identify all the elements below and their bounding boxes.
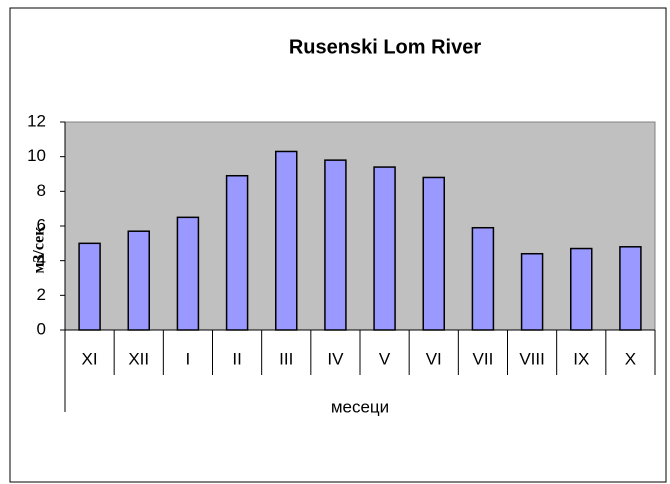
- bar: [225, 174, 249, 331]
- x-tick-label: I: [186, 349, 191, 368]
- y-tick-label: 10: [27, 146, 46, 165]
- x-tick-label: V: [379, 349, 391, 368]
- y-tick-label: 12: [27, 111, 46, 130]
- x-tick-label: XI: [82, 349, 98, 368]
- bar: [619, 246, 642, 331]
- x-tick-label: VIII: [519, 349, 545, 368]
- y-tick-label: 8: [37, 181, 46, 200]
- bar: [520, 252, 544, 331]
- bar: [373, 166, 396, 331]
- x-tick-label: VI: [426, 349, 442, 368]
- x-tick-label: III: [279, 349, 293, 368]
- bar: [324, 159, 347, 331]
- bar: [422, 176, 445, 331]
- x-tick-label: II: [232, 349, 241, 368]
- y-tick-label: 4: [37, 250, 46, 269]
- bar: [78, 242, 101, 331]
- y-tick-label: 0: [37, 319, 46, 338]
- x-tick-label: XII: [128, 349, 149, 368]
- y-tick-label: 2: [37, 285, 46, 304]
- bar: [471, 226, 495, 331]
- bar: [176, 216, 200, 331]
- x-tick-label: X: [625, 349, 636, 368]
- x-axis-label: месеци: [331, 397, 389, 416]
- chart-title: Rusenski Lom River: [289, 36, 482, 58]
- y-tick-label: 6: [37, 215, 46, 234]
- y-axis-label: м3/сек: [31, 226, 48, 274]
- bar: [570, 247, 593, 331]
- x-tick-label: VII: [473, 349, 494, 368]
- bar: [275, 150, 298, 331]
- x-tick-label: IX: [573, 349, 589, 368]
- x-tick-label: IV: [327, 349, 344, 368]
- plot-area: [64, 121, 656, 331]
- bar: [127, 230, 150, 331]
